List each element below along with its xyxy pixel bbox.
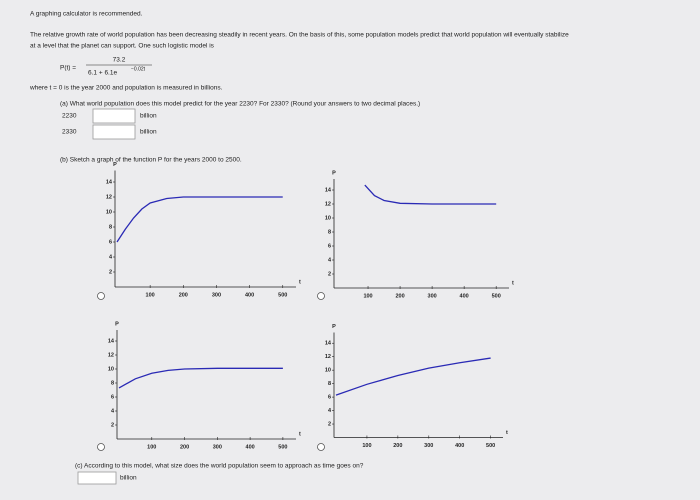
year-label: 2330 bbox=[62, 129, 77, 136]
x-axis-label: t bbox=[299, 279, 301, 285]
y-tick-label: 6 bbox=[111, 394, 114, 400]
x-axis-label: t bbox=[506, 430, 508, 436]
y-tick-label: 6 bbox=[328, 395, 331, 401]
y-tick-label: 2 bbox=[328, 421, 331, 427]
x-axis-label: t bbox=[299, 431, 301, 437]
y-tick-label: 12 bbox=[106, 194, 112, 200]
answer-input[interactable] bbox=[77, 471, 117, 485]
x-tick-label: 500 bbox=[486, 443, 495, 449]
x-tick-label: 100 bbox=[363, 293, 372, 299]
y-tick-label: 2 bbox=[328, 271, 331, 277]
y-tick-label: 14 bbox=[325, 341, 332, 347]
y-tick-label: 12 bbox=[325, 354, 331, 360]
x-tick-label: 200 bbox=[395, 293, 404, 299]
y-tick-label: 6 bbox=[109, 239, 112, 245]
formula-numerator: 73.2 bbox=[113, 57, 126, 64]
y-axis-label: P bbox=[332, 324, 336, 330]
y-tick-label: 2 bbox=[111, 422, 114, 428]
header: A graphing calculator is recommended. bbox=[30, 11, 143, 18]
x-tick-label: 400 bbox=[460, 293, 469, 299]
y-tick-label: 4 bbox=[328, 408, 332, 414]
formula-denominator: 6.1 + 6.1e bbox=[88, 70, 117, 77]
answer-input[interactable] bbox=[92, 108, 136, 124]
y-tick-label: 14 bbox=[106, 179, 113, 185]
formula-lhs: P(t) = bbox=[60, 65, 76, 72]
y-axis-label: P bbox=[332, 170, 336, 176]
x-tick-label: 100 bbox=[146, 292, 155, 298]
x-axis-label: t bbox=[512, 280, 514, 286]
y-axis-label: P bbox=[113, 162, 117, 168]
y-tick-label: 4 bbox=[109, 254, 113, 260]
y-tick-label: 4 bbox=[111, 408, 115, 414]
part-a-question: (a) What world population does this mode… bbox=[60, 101, 420, 108]
x-tick-label: 200 bbox=[180, 444, 189, 450]
formula-exponent: −0.02t bbox=[131, 66, 146, 72]
y-tick-label: 8 bbox=[328, 381, 331, 387]
y-tick-label: 8 bbox=[328, 229, 331, 235]
population-curve bbox=[364, 184, 497, 205]
x-tick-label: 200 bbox=[393, 443, 402, 449]
y-tick-label: 14 bbox=[325, 187, 332, 193]
unit-label: billion bbox=[140, 113, 157, 120]
year-label: 2230 bbox=[62, 113, 77, 120]
y-tick-label: 8 bbox=[111, 380, 114, 386]
x-tick-label: 100 bbox=[362, 443, 371, 449]
y-tick-label: 14 bbox=[108, 338, 115, 344]
y-axis-label: P bbox=[115, 321, 119, 327]
y-tick-label: 12 bbox=[108, 352, 114, 358]
x-tick-label: 400 bbox=[245, 292, 254, 298]
y-tick-label: 12 bbox=[325, 201, 331, 207]
x-tick-label: 200 bbox=[179, 292, 188, 298]
x-tick-label: 300 bbox=[213, 444, 222, 450]
graph-choice-radio[interactable] bbox=[97, 292, 105, 300]
y-tick-label: 10 bbox=[325, 215, 331, 221]
graph-choice-radio[interactable] bbox=[97, 443, 105, 451]
y-tick-label: 10 bbox=[325, 368, 331, 374]
part-b-question: (b) Sketch a graph of the function P for… bbox=[60, 157, 242, 164]
graph-choice-radio[interactable] bbox=[317, 292, 325, 300]
graph-choice-radio[interactable] bbox=[317, 443, 325, 451]
answer-input[interactable] bbox=[92, 124, 136, 140]
population-curve bbox=[118, 367, 283, 389]
x-tick-label: 300 bbox=[428, 293, 437, 299]
x-tick-label: 400 bbox=[455, 443, 464, 449]
x-tick-label: 100 bbox=[147, 444, 156, 450]
y-tick-label: 10 bbox=[108, 366, 114, 372]
x-tick-label: 400 bbox=[246, 444, 255, 450]
x-tick-label: 300 bbox=[424, 443, 433, 449]
where-text: where t = 0 is the year 2000 and populat… bbox=[29, 85, 223, 92]
y-tick-label: 6 bbox=[328, 243, 331, 249]
unit-label: billion bbox=[120, 475, 137, 482]
x-tick-label: 500 bbox=[278, 444, 287, 450]
x-tick-label: 300 bbox=[212, 292, 221, 298]
y-tick-label: 4 bbox=[328, 257, 332, 263]
population-curve bbox=[335, 357, 491, 396]
x-tick-label: 500 bbox=[492, 293, 501, 299]
x-tick-label: 500 bbox=[278, 292, 287, 298]
intro-line: The relative growth rate of world popula… bbox=[30, 32, 569, 39]
unit-label: billion bbox=[140, 129, 157, 136]
y-tick-label: 8 bbox=[109, 224, 112, 230]
y-tick-label: 10 bbox=[106, 209, 112, 215]
y-tick-label: 2 bbox=[109, 269, 112, 275]
population-curve bbox=[116, 196, 283, 243]
intro-line: at a level that the planet can support. … bbox=[30, 43, 215, 50]
part-c-question: (c) According to this model, what size d… bbox=[75, 463, 364, 470]
